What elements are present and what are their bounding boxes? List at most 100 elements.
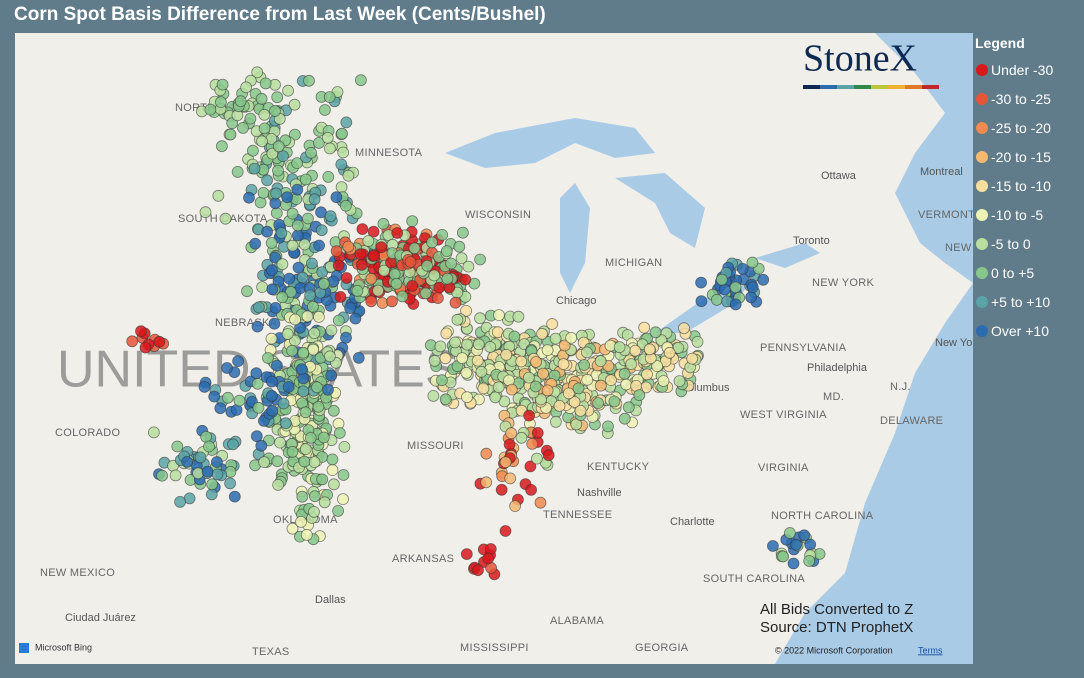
bid-point — [557, 358, 570, 371]
bid-point — [219, 212, 232, 225]
bid-point — [460, 366, 473, 379]
legend-item[interactable]: -5 to 0 — [976, 229, 1053, 258]
bid-point — [240, 81, 253, 94]
bid-point — [365, 295, 378, 308]
bid-point — [542, 449, 555, 462]
bid-point — [337, 146, 350, 159]
bid-point — [695, 276, 707, 289]
copyright: © 2022 Microsoft Corporation — [775, 645, 893, 655]
bid-point — [272, 164, 284, 177]
bid-point — [259, 77, 272, 90]
legend-item[interactable]: +5 to +10 — [976, 287, 1053, 316]
bid-point — [171, 440, 184, 453]
bid-point — [246, 144, 259, 157]
bid-point — [745, 291, 757, 304]
lake-ontario — [755, 243, 820, 268]
bid-point — [695, 295, 708, 308]
bid-point — [276, 291, 289, 304]
region-label: MD. — [823, 391, 844, 403]
bid-point — [284, 286, 297, 298]
legend-item[interactable]: -30 to -25 — [976, 84, 1053, 113]
bid-point — [194, 451, 207, 464]
bid-point — [456, 226, 469, 239]
bid-point — [216, 78, 229, 91]
legend-item[interactable]: Over +10 — [976, 316, 1053, 345]
bid-point — [305, 257, 318, 270]
bid-point — [214, 96, 227, 108]
bid-point — [232, 355, 245, 368]
bid-point — [269, 197, 282, 210]
bid-point — [541, 344, 554, 357]
legend-item[interactable]: 0 to +5 — [976, 258, 1053, 287]
bid-point — [633, 389, 646, 402]
bid-point — [201, 465, 214, 478]
bid-point — [316, 266, 329, 279]
bid-point — [255, 439, 268, 452]
region-label: WEST VIRGINIA — [740, 409, 827, 421]
bid-point — [608, 395, 621, 408]
legend-item[interactable]: Under -30 — [976, 55, 1053, 84]
region-label: NEW HAMPSHIRE — [945, 242, 973, 254]
bid-point — [641, 368, 653, 381]
legend-item[interactable]: -10 to -5 — [976, 200, 1053, 229]
bid-point — [298, 455, 311, 468]
city-label: Dallas — [315, 594, 346, 606]
bid-point — [440, 327, 453, 340]
bid-point — [274, 436, 286, 449]
bid-point — [649, 326, 662, 339]
bid-point — [322, 383, 334, 396]
bid-point — [461, 391, 473, 404]
bid-point — [349, 312, 362, 325]
bid-point — [210, 456, 223, 468]
terms-link[interactable]: Terms — [918, 645, 943, 655]
legend-item[interactable]: -15 to -10 — [976, 171, 1053, 200]
bid-point — [558, 339, 571, 352]
bid-point — [332, 504, 345, 517]
bid-point — [243, 191, 255, 204]
bid-point — [266, 264, 278, 277]
bid-point — [299, 173, 312, 186]
bid-point — [286, 239, 299, 252]
bid-point — [439, 352, 452, 365]
bid-point — [428, 354, 441, 367]
bid-point — [472, 338, 485, 351]
bid-point — [335, 158, 348, 171]
bid-point — [592, 397, 604, 410]
bid-point — [541, 384, 554, 397]
bid-point — [404, 256, 417, 268]
bid-point — [265, 237, 278, 249]
legend-item[interactable]: -25 to -20 — [976, 113, 1053, 142]
bid-point — [508, 330, 521, 343]
bid-point — [455, 252, 468, 265]
bid-point — [718, 283, 731, 296]
legend-label: -10 to -5 — [991, 206, 1044, 223]
bid-point — [787, 557, 800, 570]
bid-point — [368, 249, 381, 262]
bid-point — [406, 215, 419, 228]
bid-point — [212, 189, 225, 202]
bid-point — [283, 272, 296, 285]
region-label: VERMONT — [918, 209, 973, 221]
bid-point — [568, 396, 581, 408]
note: Source: DTN ProphetX — [760, 619, 913, 636]
bid-point — [499, 456, 512, 469]
bid-point — [206, 478, 219, 491]
bid-point — [798, 529, 811, 542]
bid-point — [286, 344, 299, 357]
logo-bar — [922, 85, 939, 89]
bid-point — [323, 142, 336, 155]
bid-point — [251, 320, 264, 333]
bid-point — [620, 378, 633, 391]
bid-point — [147, 426, 160, 439]
bid-point — [251, 377, 264, 390]
bid-point — [317, 431, 330, 444]
bid-point — [325, 324, 338, 337]
bid-point — [625, 358, 637, 371]
bid-point — [297, 385, 310, 398]
bid-point — [282, 381, 295, 393]
bid-point — [330, 191, 343, 204]
legend-item[interactable]: -20 to -15 — [976, 142, 1053, 171]
bid-point — [565, 331, 578, 344]
bid-point — [472, 564, 484, 577]
